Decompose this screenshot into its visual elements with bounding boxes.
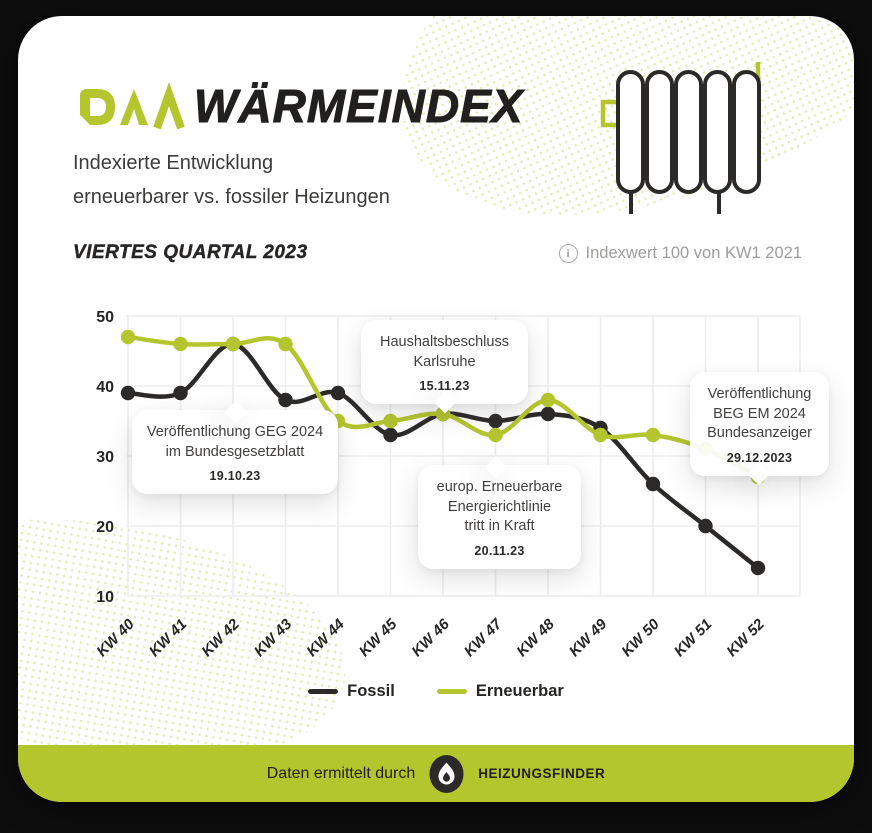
erneuerbar-data-point xyxy=(120,329,136,345)
infographic-card: WÄRMEINDEX Indexierte Entwicklung erneue… xyxy=(18,16,854,802)
fossil-data-point xyxy=(120,385,136,401)
info-icon: i xyxy=(558,244,578,263)
subtitle: Indexierte Entwicklung erneuerbarer vs. … xyxy=(73,146,390,214)
annotation-haushaltsbeschluss: Haushaltsbeschluss Karlsruhe 15.11.23 xyxy=(361,320,528,414)
page-title: WÄRMEINDEX xyxy=(193,80,524,132)
x-axis-label: KW 42 xyxy=(198,615,243,660)
y-axis-label: 50 xyxy=(96,309,114,326)
x-axis-label: KW 44 xyxy=(303,615,348,660)
annotation-text: Energierichtlinie xyxy=(447,498,552,515)
legend-item-fossil: Fossil xyxy=(308,682,395,701)
annotation-text: Bundesanzeiger xyxy=(707,425,812,441)
index-note: i Indexwert 100 von KW1 2021 xyxy=(558,244,802,263)
fossil-data-point xyxy=(330,385,346,401)
erneuerbar-data-point xyxy=(278,336,293,352)
erneuerbar-data-point xyxy=(173,336,188,352)
annotation-date: 20.11.23 xyxy=(474,543,525,558)
index-note-text: Indexwert 100 von KW1 2021 xyxy=(585,244,802,262)
annotation-date: 19.10.23 xyxy=(209,469,261,483)
annotation-text: Veröffentlichung GEG 2024 xyxy=(146,424,324,440)
y-axis-label: 20 xyxy=(96,519,114,536)
x-axis-label: KW 52 xyxy=(723,615,768,660)
fossil-data-point xyxy=(750,560,766,576)
annotation-text: BEG EM 2024 xyxy=(713,405,806,422)
radiator-icon xyxy=(598,52,770,225)
fossil-data-point xyxy=(540,406,556,422)
erneuerbar-data-point xyxy=(383,413,398,429)
erneuerbar-data-point xyxy=(645,427,661,443)
erneuerbar-data-point xyxy=(488,427,503,443)
subtitle-line-1: Indexierte Entwicklung xyxy=(73,152,274,174)
annotation-text: Haushaltsbeschluss xyxy=(380,334,509,350)
flame-icon xyxy=(428,754,465,794)
fossil-data-point xyxy=(278,392,293,408)
annotation-text: Karlsruhe xyxy=(413,353,476,370)
fossil-data-point xyxy=(645,476,661,492)
x-axis-label: KW 48 xyxy=(513,615,558,660)
x-axis-label: KW 51 xyxy=(671,616,715,660)
fossil-data-point xyxy=(173,385,188,401)
y-axis-label: 30 xyxy=(96,449,114,466)
footer-text: Daten ermittelt durch xyxy=(266,764,416,782)
daa-logo-glyphs xyxy=(80,81,185,130)
annotation-text: Veröffentlichung xyxy=(707,386,812,402)
footer-bar: Daten ermittelt durch HEIZUNGSFINDER xyxy=(18,745,854,802)
erneuerbar-data-point xyxy=(540,392,556,408)
chart-legend: Fossil Erneuerbar xyxy=(18,682,854,701)
fossil-data-point xyxy=(698,518,713,534)
fossil-data-point xyxy=(488,413,503,429)
fossil-data-point xyxy=(383,427,398,443)
legend-label: Fossil xyxy=(347,682,395,700)
erneuerbar-line-swatch xyxy=(436,689,467,694)
x-axis-label: KW 43 xyxy=(251,615,296,660)
fossil-line-swatch xyxy=(308,689,339,694)
x-axis-label: KW 49 xyxy=(566,615,611,660)
y-axis-label: 40 xyxy=(96,379,114,396)
footer-brand: HEIZUNGSFINDER xyxy=(478,766,606,781)
legend-item-erneuerbar: Erneuerbar xyxy=(436,682,564,701)
y-axis-label: 10 xyxy=(96,589,114,606)
annotation-date: 29.12.2023 xyxy=(726,450,793,465)
annotation-text: im Bundesgesetzblatt xyxy=(165,443,305,460)
x-axis-label: KW 45 xyxy=(356,615,401,660)
x-axis-label: KW 46 xyxy=(408,615,453,660)
x-axis-label: KW 47 xyxy=(461,615,506,660)
annotation-text: europ. Erneuerbare xyxy=(436,479,563,495)
x-axis-label: KW 40 xyxy=(93,615,138,660)
legend-label: Erneuerbar xyxy=(475,682,564,700)
annotation-text: tritt in Kraft xyxy=(464,518,535,534)
annotation-geg-2024: Veröffentlichung GEG 2024 im Bundesgeset… xyxy=(132,400,338,494)
daa-logo xyxy=(72,81,186,135)
erneuerbar-data-point xyxy=(225,336,241,352)
erneuerbar-data-point xyxy=(593,427,608,443)
annotation-energierichtlinie: europ. Erneuerbare Energierichtlinie tri… xyxy=(418,455,581,569)
annotation-date: 15.11.23 xyxy=(419,379,470,393)
x-axis-label: KW 50 xyxy=(618,615,663,660)
x-axis-label: KW 41 xyxy=(146,616,190,660)
annotation-beg-em-2024: Veröffentlichung BEG EM 2024 Bundesanzei… xyxy=(690,372,829,485)
subtitle-line-2: erneuerbarer vs. fossiler Heizungen xyxy=(73,186,390,208)
section-heading: VIERTES QUARTAL 2023 xyxy=(73,242,308,263)
